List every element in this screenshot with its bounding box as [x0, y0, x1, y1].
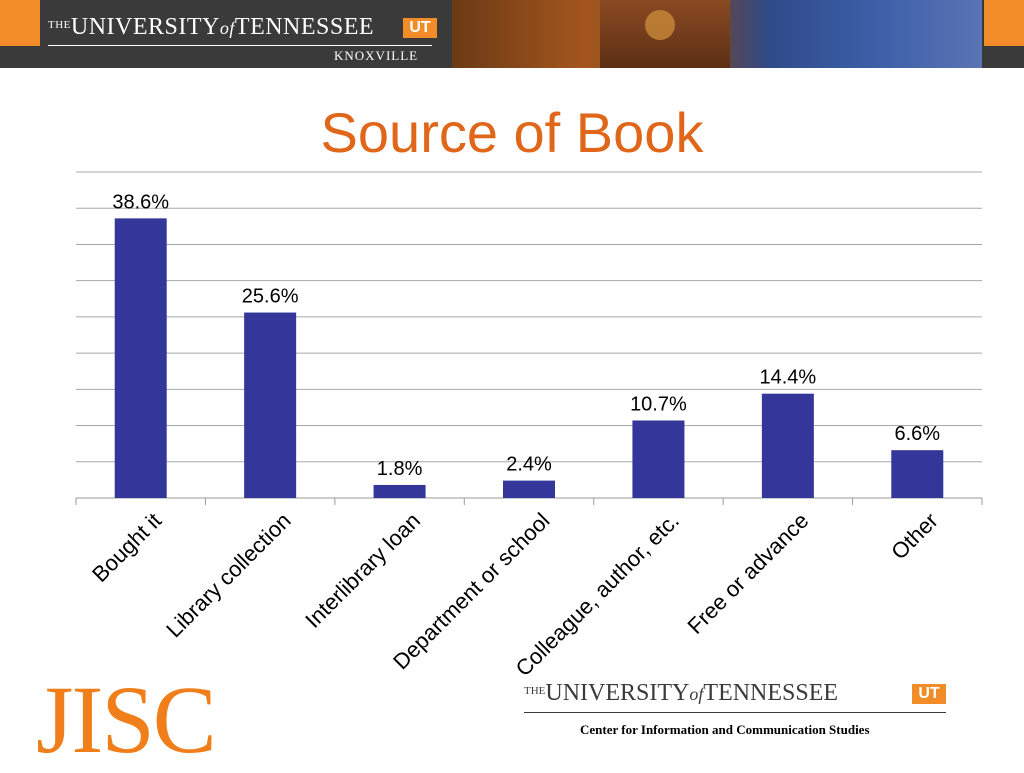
ut-wordmark: THEUNIVERSITYofTENNESSEE: [48, 14, 374, 41]
ut-of: of: [219, 18, 235, 38]
data-label-3: 2.4%: [506, 454, 552, 476]
ut-university: UNIVERSITY: [70, 14, 220, 40]
data-label-4: 10.7%: [630, 393, 687, 415]
slide-title: Source of Book: [320, 101, 704, 164]
bars: [114, 218, 944, 498]
footer-ut-wordmark: THEUNIVERSITYofTENNESSEE: [524, 680, 838, 707]
x-tick-label-6: Other: [886, 508, 943, 565]
ut-rule: [48, 45, 432, 46]
footer-center-name: Center for Information and Communication…: [580, 722, 870, 737]
ut-the: THE: [48, 19, 71, 31]
data-label-5: 14.4%: [759, 367, 816, 389]
header-accent-right: [984, 0, 1024, 46]
footer-ut-tennessee: TENNESSEE: [703, 680, 839, 706]
data-label-0: 38.6%: [112, 191, 169, 213]
x-axis: [75, 498, 983, 505]
x-tick-label-1: Library collection: [161, 508, 295, 642]
footer-ut-of: of: [689, 684, 704, 704]
bar-2: [373, 484, 426, 498]
data-label-2: 1.8%: [377, 458, 423, 480]
bar-3: [503, 480, 555, 498]
ut-tennessee: TENNESSEE: [234, 14, 375, 40]
footer-ut-badge: UT: [912, 684, 946, 704]
data-label-6: 6.6%: [894, 423, 940, 445]
x-tick-label-0: Bought it: [87, 508, 166, 587]
footer-ut-university: UNIVERSITY: [545, 680, 690, 706]
footer-ut-the: THE: [524, 685, 546, 697]
bar-1: [244, 312, 297, 498]
data-label-1: 25.6%: [242, 286, 299, 308]
tower-clock: [645, 10, 675, 40]
ut-logo-badge: UT: [403, 18, 437, 38]
gridlines: [76, 171, 982, 499]
bar-0: [114, 218, 167, 498]
x-tick-label-2: Interlibrary loan: [300, 508, 425, 633]
x-tick-label-5: Free or advance: [682, 508, 813, 639]
footer-rule: [524, 712, 946, 713]
data-labels: 38.6% 25.6% 1.8% 2.4% 10.7% 14.4% 6.6%: [112, 191, 940, 480]
bar-6: [891, 450, 944, 498]
ut-campus: KNOXVILLE: [334, 48, 419, 63]
jisc-logo: JISC: [36, 666, 217, 773]
bar-4: [632, 420, 685, 498]
header-accent-left: [0, 0, 40, 46]
bar-5: [761, 393, 814, 498]
